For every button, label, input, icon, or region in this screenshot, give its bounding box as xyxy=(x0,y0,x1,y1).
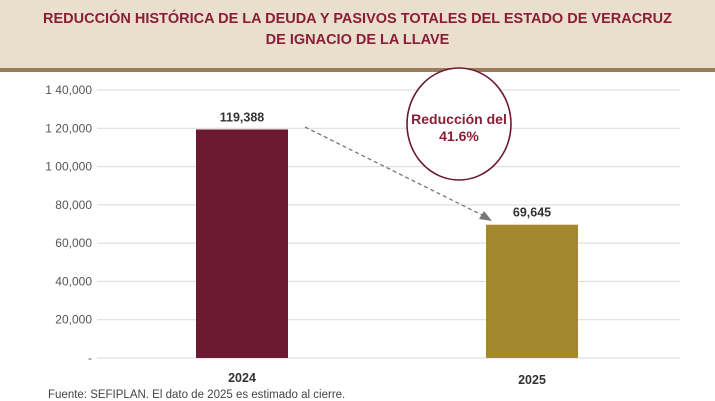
y-tick-label: 1 20,000 xyxy=(45,121,92,135)
bar-2024 xyxy=(196,129,288,358)
footnote: Fuente: SEFIPLAN. El dato de 2025 es est… xyxy=(48,389,346,401)
y-tick-label: 20,000 xyxy=(55,313,92,327)
x-tick-label: 2025 xyxy=(518,373,546,387)
chart-title: REDUCCIÓN HISTÓRICA DE LA DEUDA Y PASIVO… xyxy=(0,9,715,51)
data-label: 69,645 xyxy=(513,206,551,220)
reduction-label: Reducción del xyxy=(411,111,507,127)
x-tick-label: 2024 xyxy=(228,371,256,385)
reduction-arrow-head xyxy=(479,211,492,221)
y-tick-label: 40,000 xyxy=(55,274,92,288)
y-tick-label: 1 00,000 xyxy=(45,160,92,174)
reduction-percent: 41.6% xyxy=(439,128,479,144)
y-tick-label: 80,000 xyxy=(55,198,92,212)
title-line-2: DE IGNACIO DE LA LLAVE xyxy=(265,32,450,48)
title-banner: REDUCCIÓN HISTÓRICA DE LA DEUDA Y PASIVO… xyxy=(0,0,715,72)
y-tick-label: 1 40,000 xyxy=(45,83,92,97)
y-tick-label: 60,000 xyxy=(55,236,92,250)
data-label: 119,388 xyxy=(220,110,265,124)
reduction-circle xyxy=(406,67,512,181)
title-line-1: REDUCCIÓN HISTÓRICA DE LA DEUDA Y PASIVO… xyxy=(43,11,672,27)
bar-2025 xyxy=(486,224,578,358)
y-tick-label: - xyxy=(88,351,92,365)
reduction-arrow-line xyxy=(304,126,485,217)
